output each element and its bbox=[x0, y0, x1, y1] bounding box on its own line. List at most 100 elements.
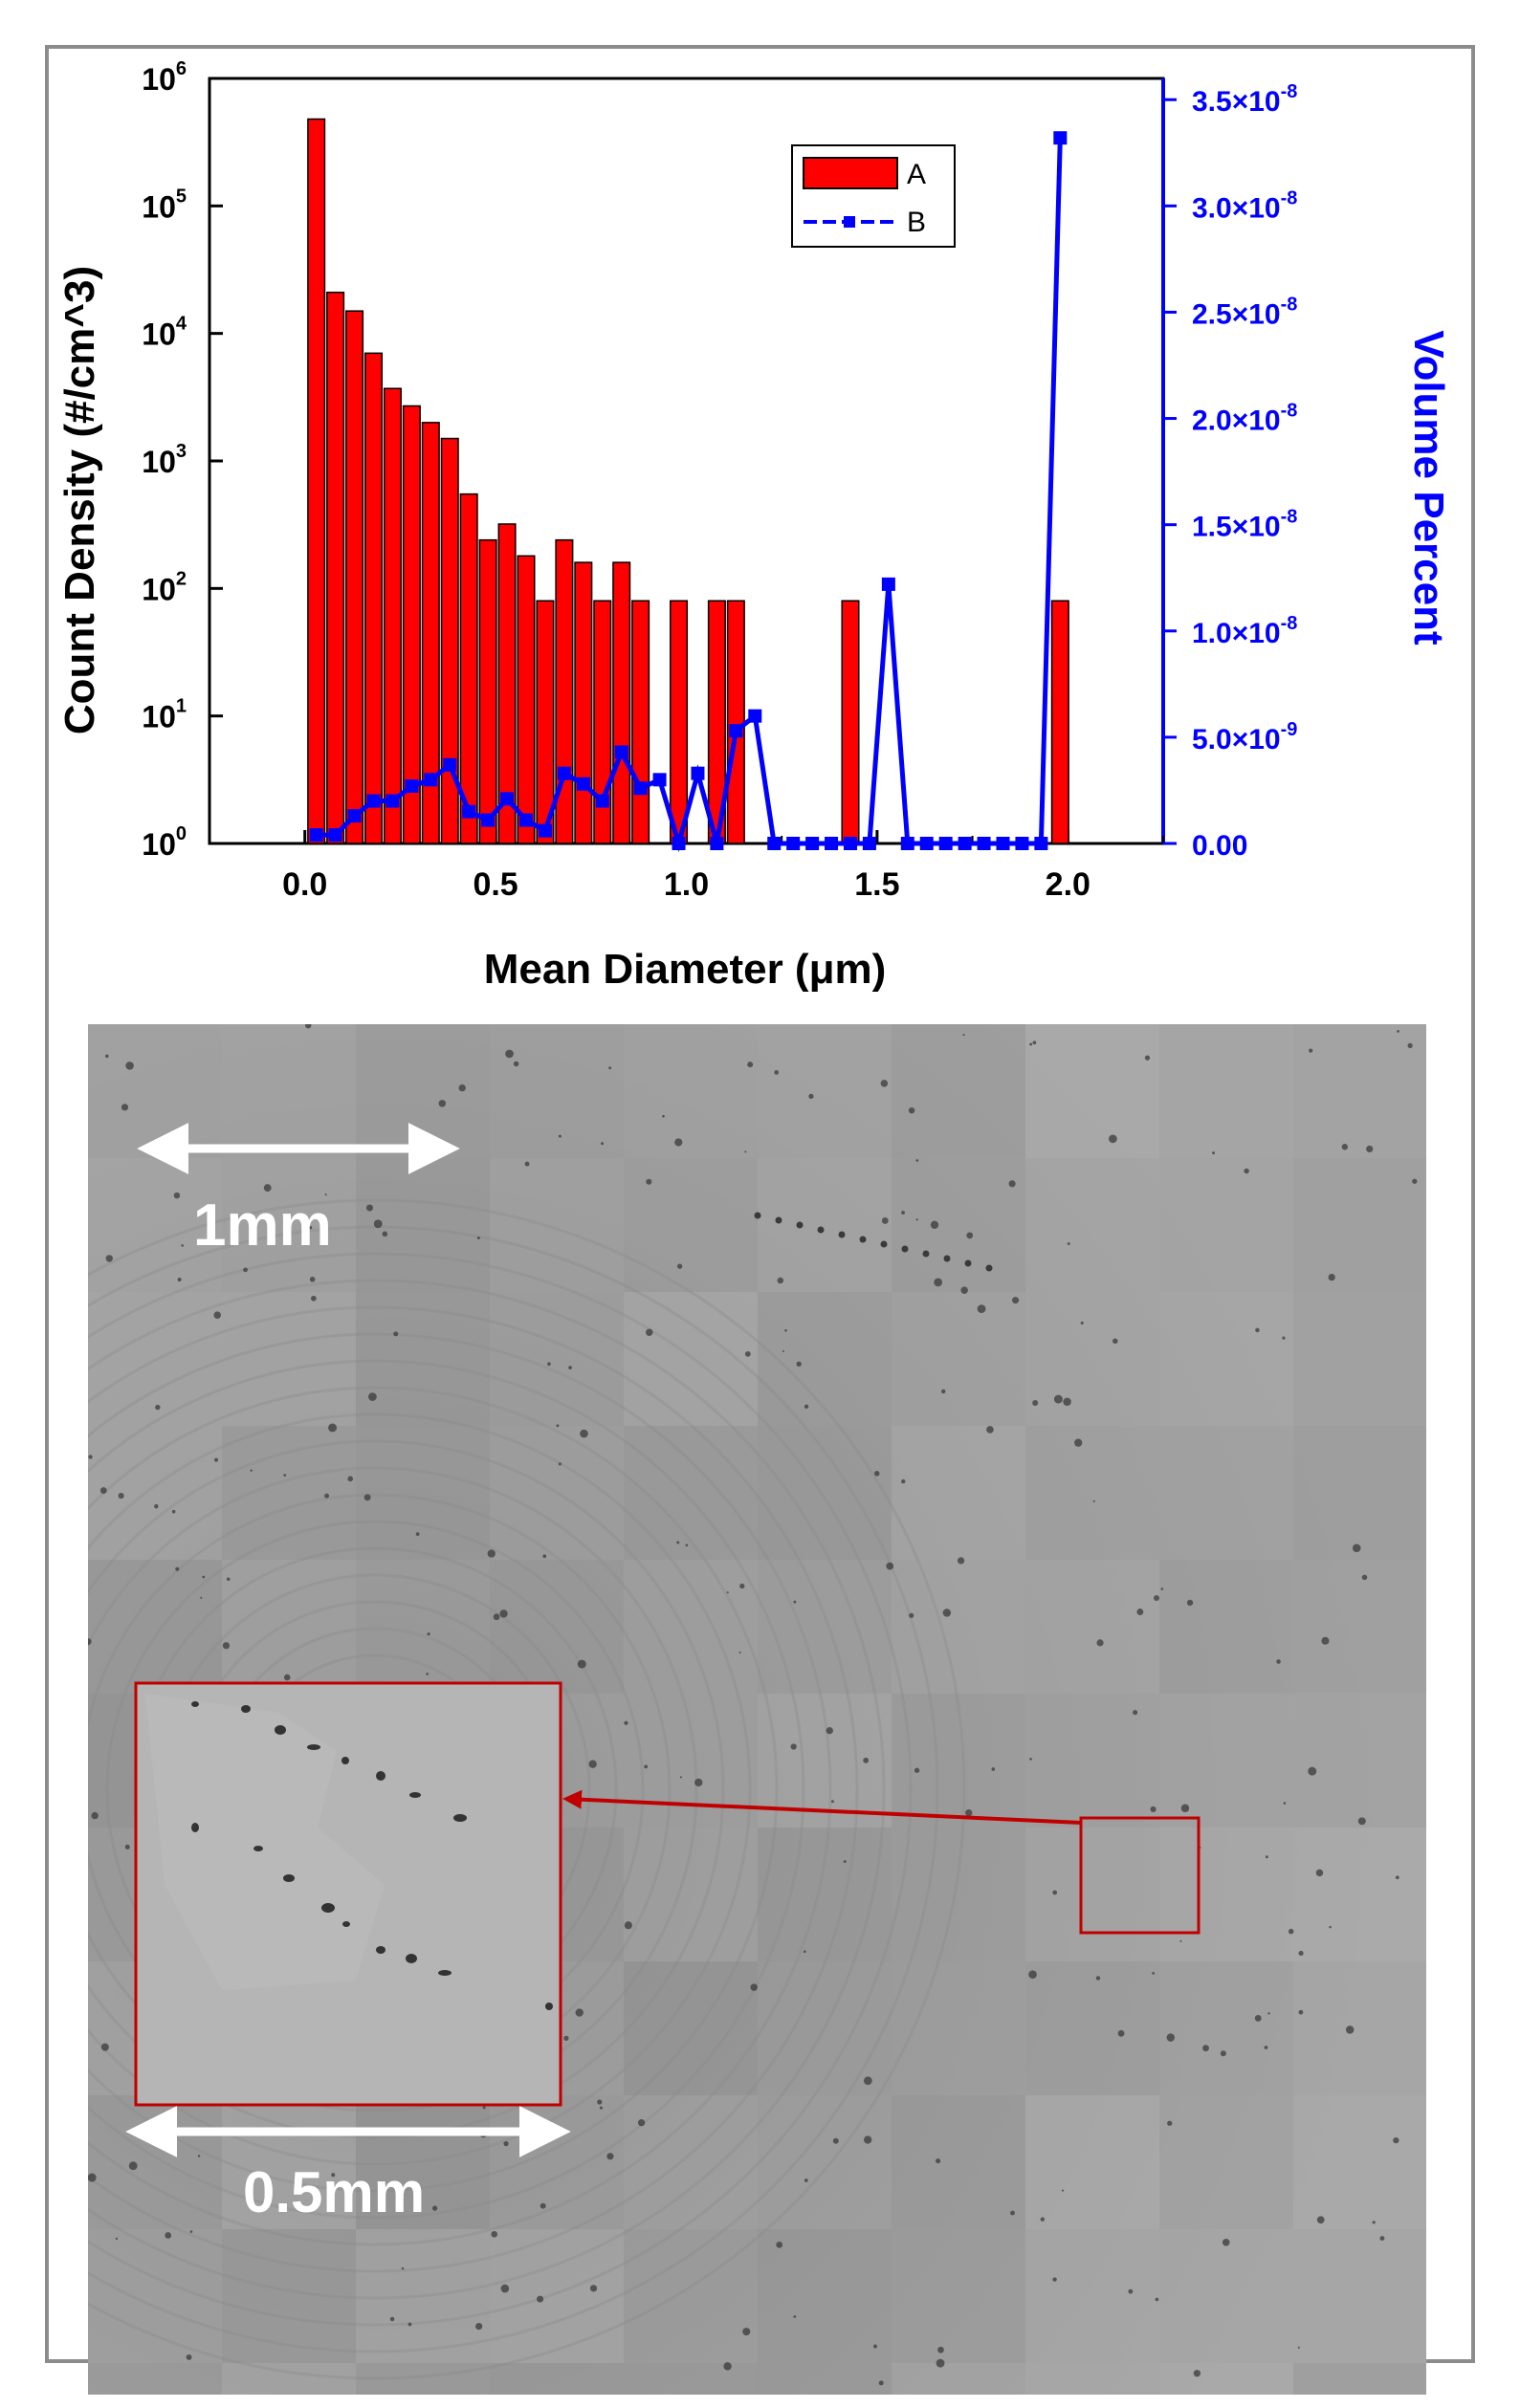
bar-a bbox=[842, 601, 859, 843]
defect-dot bbox=[505, 1050, 514, 1059]
y-tick-exponent: 1 bbox=[176, 696, 187, 717]
y2-tick-label: 2.0×10-8 bbox=[1192, 401, 1297, 437]
point-b bbox=[634, 781, 648, 795]
defect-dot bbox=[390, 2317, 394, 2321]
point-b bbox=[710, 837, 723, 850]
defect-dot bbox=[459, 1084, 466, 1091]
x-tick-label: 1.5 bbox=[854, 866, 899, 903]
tile bbox=[892, 2095, 1025, 2229]
defect-dot bbox=[1136, 1609, 1143, 1615]
defect-dot bbox=[1081, 1322, 1084, 1324]
tile bbox=[624, 1158, 758, 1292]
defect-dot bbox=[1151, 1806, 1157, 1812]
x-tick-label: 0.0 bbox=[282, 866, 327, 903]
point-b bbox=[786, 837, 800, 850]
defect-dot bbox=[1299, 2010, 1304, 2015]
defect-dot bbox=[213, 1311, 221, 1319]
defect-dot bbox=[1366, 1146, 1373, 1152]
inset-defect-dot bbox=[191, 1823, 199, 1832]
defect-dot bbox=[251, 1469, 253, 1471]
legend: A B bbox=[792, 145, 955, 247]
defect-dot bbox=[986, 1426, 994, 1434]
bar-a bbox=[575, 562, 592, 843]
defect-dot bbox=[901, 1211, 905, 1215]
defect-dot bbox=[501, 2285, 510, 2293]
tile bbox=[624, 2229, 758, 2363]
defect-dot bbox=[491, 2231, 497, 2238]
defect-dot bbox=[1156, 2298, 1159, 2302]
legend-label-a: A bbox=[907, 159, 926, 190]
defect-dot bbox=[503, 2141, 508, 2146]
tile bbox=[1159, 1694, 1293, 1828]
y-tick-exponent: 2 bbox=[176, 568, 187, 589]
defect-dot bbox=[178, 1278, 182, 1281]
defect-dot bbox=[674, 1138, 682, 1146]
point-b bbox=[978, 837, 991, 850]
defect-dot bbox=[638, 2119, 645, 2126]
defect-dot bbox=[154, 1504, 158, 1508]
tile bbox=[88, 1560, 222, 1694]
defect-dot bbox=[283, 1474, 286, 1477]
y-axis-title: Count Density (#/cm^3) bbox=[56, 266, 103, 734]
inset-defect-dot bbox=[438, 1970, 452, 1976]
tile bbox=[1159, 2095, 1293, 2229]
defect-dot bbox=[1052, 1891, 1057, 1895]
tile bbox=[758, 2229, 892, 2363]
x-tick-label: 1.0 bbox=[664, 866, 709, 903]
defect-dot bbox=[1028, 1970, 1037, 1979]
defect-dot bbox=[624, 1721, 628, 1725]
defect-dot bbox=[589, 1761, 597, 1768]
defect-dot bbox=[525, 1162, 530, 1167]
y2-tick-label: 5.0×10-9 bbox=[1192, 719, 1297, 755]
defect-dot bbox=[808, 1094, 813, 1099]
defect-dot bbox=[559, 1462, 562, 1465]
defect-dot bbox=[477, 1237, 480, 1239]
tile bbox=[1159, 2229, 1293, 2363]
defect-dot bbox=[739, 1584, 744, 1588]
inset-defect-dot bbox=[191, 1701, 199, 1707]
point-b bbox=[386, 795, 399, 808]
legend-swatch-a bbox=[804, 158, 897, 188]
point-b bbox=[1034, 837, 1047, 850]
tile bbox=[1293, 1828, 1426, 1961]
defect-dot bbox=[909, 1613, 914, 1618]
defect-dot bbox=[916, 1218, 918, 1220]
defect-dot bbox=[1033, 1040, 1037, 1044]
tile bbox=[892, 1292, 1025, 1426]
defect-dot bbox=[804, 1950, 806, 1953]
defect-dot bbox=[1179, 1940, 1181, 1942]
defect-dot bbox=[991, 1767, 995, 1771]
tile bbox=[892, 1828, 1025, 1961]
tile bbox=[624, 1961, 758, 2095]
defect-dot bbox=[1054, 1395, 1063, 1404]
defect-dot bbox=[1194, 2370, 1201, 2376]
defect-dot bbox=[745, 1351, 751, 1357]
defect-dot bbox=[1152, 1972, 1155, 1975]
point-b bbox=[481, 814, 495, 827]
defect-dot bbox=[1298, 2347, 1300, 2349]
defect-dot bbox=[1096, 1976, 1100, 1980]
defect-dot bbox=[1074, 1438, 1082, 1446]
defect-dot bbox=[432, 2205, 437, 2210]
bar-a bbox=[518, 556, 535, 843]
y2-tick-exponent: -9 bbox=[1281, 719, 1298, 740]
defect-dot bbox=[383, 1232, 388, 1237]
defect-dot bbox=[944, 1256, 951, 1262]
defect-dot bbox=[494, 1613, 500, 1620]
legend-marker-b bbox=[844, 216, 855, 228]
defect-dot bbox=[793, 2315, 796, 2318]
defect-dot bbox=[941, 1390, 946, 1394]
defect-dot bbox=[1282, 1337, 1285, 1340]
tile bbox=[758, 1426, 892, 1560]
tile bbox=[1159, 1426, 1293, 1560]
defect-dot bbox=[1167, 2033, 1175, 2041]
defect-dot bbox=[1118, 2030, 1125, 2037]
defect-dot bbox=[826, 1727, 833, 1734]
y2-tick-label: 1.5×10-8 bbox=[1192, 507, 1297, 543]
bar-a bbox=[327, 293, 344, 843]
defect-dot bbox=[1029, 1758, 1032, 1761]
point-b bbox=[939, 837, 953, 850]
defect-dot bbox=[1112, 1339, 1118, 1345]
y2-tick-exponent: -8 bbox=[1281, 613, 1298, 634]
defect-dot bbox=[873, 2345, 877, 2349]
